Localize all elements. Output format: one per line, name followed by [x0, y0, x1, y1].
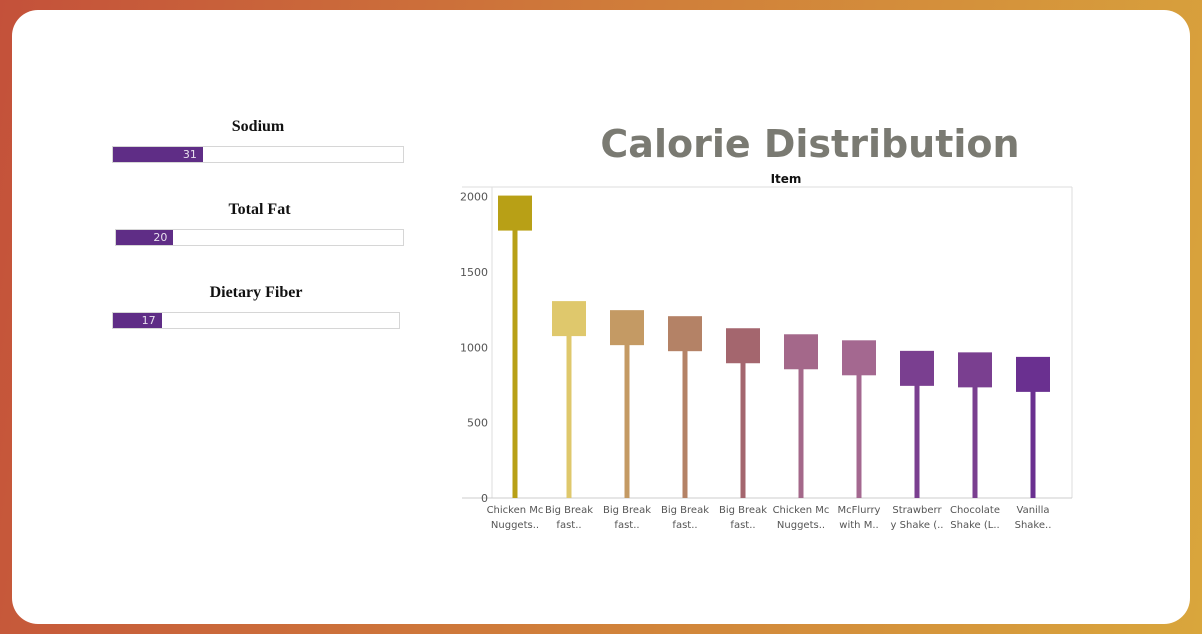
lollipop-stem: [798, 351, 804, 498]
lollipop-stem: [856, 357, 862, 498]
kpi-bar-fill: 20: [116, 230, 174, 245]
kpi-bar-track: 31: [112, 146, 404, 163]
y-tick-label: 0: [481, 492, 488, 505]
kpi-bar-track: 17: [112, 312, 400, 329]
lollipop-stem: [740, 345, 746, 498]
x-tick-label: Chocolate: [950, 505, 1000, 516]
y-tick-label: 1500: [460, 266, 488, 279]
kpi-bar-track: 20: [115, 229, 404, 246]
x-tick-label: fast..: [672, 520, 697, 531]
kpi-title: Total Fat: [228, 201, 291, 218]
x-tick-label: Chicken Mc: [773, 505, 830, 516]
lollipop-stem: [566, 318, 572, 498]
kpi-title: Dietary Fiber: [209, 284, 303, 301]
x-tick-label: Shake..: [1015, 520, 1052, 531]
lollipop-marker: [900, 350, 934, 386]
x-tick-label: Strawberr: [892, 505, 942, 516]
kpi-title: Sodium: [231, 118, 285, 135]
x-tick-label: fast..: [730, 520, 755, 531]
lollipop-stem: [512, 213, 518, 498]
lollipop-marker: [552, 301, 586, 337]
x-tick-label: fast..: [556, 520, 581, 531]
lollipop-marker: [1016, 356, 1050, 392]
kpi-bar-fill: 17: [113, 313, 162, 328]
lollipop-marker: [784, 334, 818, 370]
x-tick-label: Shake (L..: [950, 520, 999, 531]
lollipop-marker: [958, 352, 992, 388]
lollipop-stem: [624, 327, 630, 498]
lollipop-stem: [972, 369, 978, 498]
x-tick-label: Big Break: [719, 505, 767, 516]
x-tick-label: Big Break: [661, 505, 709, 516]
lollipop-marker: [610, 310, 644, 346]
kpi-bar-fill: 31: [113, 147, 203, 162]
x-tick-label: Vanilla: [1017, 505, 1050, 516]
lollipop-marker: [498, 195, 532, 231]
lollipop-marker: [668, 316, 702, 352]
x-tick-label: y Shake (..: [891, 520, 944, 531]
chart-title: Calorie Distribution: [600, 122, 1020, 166]
x-tick-label: Big Break: [603, 505, 651, 516]
x-tick-label: McFlurry: [838, 505, 881, 516]
chart-header: Item: [771, 172, 802, 186]
lollipop-marker: [726, 328, 760, 364]
lollipop-stem: [1030, 374, 1036, 498]
y-tick-label: 500: [467, 417, 488, 430]
x-tick-label: Big Break: [545, 505, 593, 516]
x-tick-label: fast..: [614, 520, 639, 531]
x-tick-label: Nuggets..: [777, 520, 825, 531]
lollipop-stem: [682, 333, 688, 498]
lollipop-marker: [842, 340, 876, 376]
lollipop-stem: [914, 368, 920, 498]
x-tick-label: Nuggets..: [491, 520, 539, 531]
y-tick-label: 1000: [460, 341, 488, 354]
y-tick-label: 2000: [460, 191, 488, 204]
x-tick-label: with M..: [839, 520, 878, 531]
x-tick-label: Chicken Mc: [487, 505, 544, 516]
